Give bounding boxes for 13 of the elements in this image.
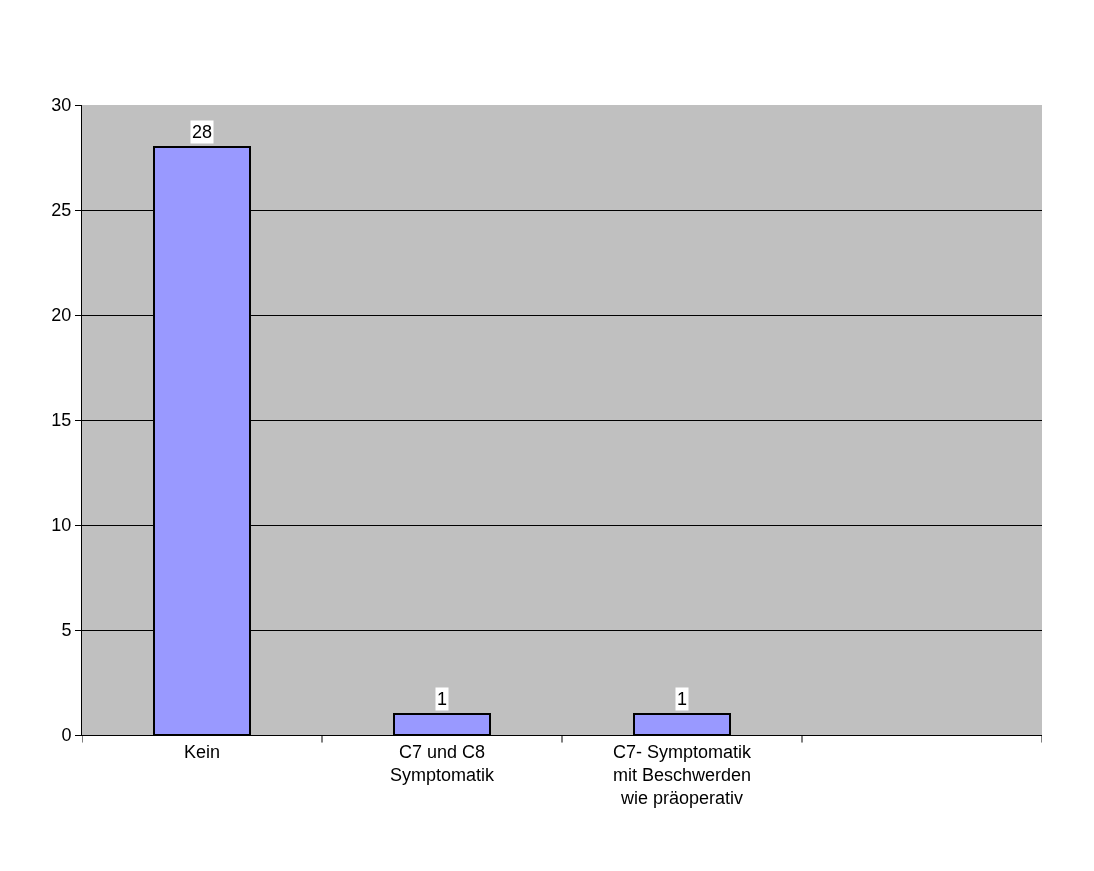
y-tick-label: 5 xyxy=(61,620,72,641)
x-tick-label: Kein xyxy=(183,741,221,762)
y-tick-label: 15 xyxy=(51,410,72,431)
y-tick-label: 30 xyxy=(51,95,72,116)
data-label: 1 xyxy=(437,689,448,709)
x-tick-label: C7 und C8 Symptomatik xyxy=(389,741,496,785)
data-label: 28 xyxy=(192,122,213,142)
y-tick-label: 0 xyxy=(61,725,72,746)
y-tick-label: 10 xyxy=(51,515,72,536)
y-tick-label: 25 xyxy=(51,200,72,221)
data-label: 1 xyxy=(677,689,688,709)
x-tick-label: C7- Symptomatik mit Beschwerden wie präoperativ xyxy=(612,741,753,809)
y-tick-label: 20 xyxy=(51,305,72,326)
